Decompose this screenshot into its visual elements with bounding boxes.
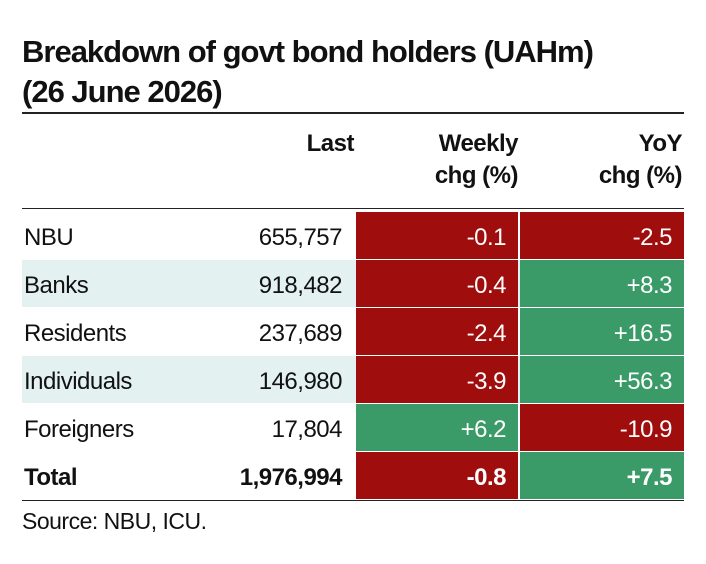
table-cell: 655,757	[258, 224, 343, 251]
table-cell: -0.1	[356, 212, 518, 259]
table-cell: -3.9	[356, 356, 518, 403]
source: Source: NBU, ICU.	[22, 508, 207, 534]
column-header: YoY chg (%)	[598, 130, 683, 189]
table-cell: +56.3	[520, 356, 684, 403]
table-row: Individuals 146,980 -3.9 +56.3	[22, 356, 684, 403]
row-label: NBU	[24, 224, 74, 251]
table-cell: -0.4	[356, 260, 518, 307]
table-row: Banks 918,482 -0.4 +8.3	[22, 260, 684, 307]
column-header: Last	[306, 130, 355, 157]
rule	[22, 500, 684, 501]
title: Breakdown of govt bond holders (UAHm)	[22, 34, 594, 69]
table-cell: 1,976,994	[239, 464, 343, 491]
table-cell: -10.9	[520, 404, 684, 451]
table-row: Total 1,976,994 -0.8 +7.5	[22, 452, 684, 499]
table-cell: 17,804	[271, 416, 343, 443]
table-cell: 146,980	[258, 368, 343, 395]
row-label: Total	[24, 464, 78, 491]
row-label: Residents	[24, 320, 127, 347]
rule	[22, 208, 684, 209]
table-cell: 237,689	[258, 320, 343, 347]
subtitle: (26 June 2026)	[22, 74, 223, 109]
table-row: Residents 237,689 -2.4 +16.5	[22, 308, 684, 355]
table-row: Foreigners 17,804 +6.2 -10.9	[22, 404, 684, 451]
table-cell: -2.4	[356, 308, 518, 355]
table-cell: +16.5	[520, 308, 684, 355]
table-cell: +6.2	[356, 404, 518, 451]
row-label: Foreigners	[24, 416, 134, 443]
column-header: Weekly chg (%)	[434, 130, 519, 189]
rule	[22, 112, 684, 114]
table-row: NBU 655,757 -0.1 -2.5	[22, 212, 684, 259]
table-cell: 918,482	[258, 272, 343, 299]
row-label: Banks	[24, 272, 89, 299]
table-cell: +7.5	[520, 452, 684, 499]
row-label: Individuals	[24, 368, 132, 395]
table-cell: -2.5	[520, 212, 684, 259]
table-cell: -0.8	[356, 452, 518, 499]
table-cell: +8.3	[520, 260, 684, 307]
